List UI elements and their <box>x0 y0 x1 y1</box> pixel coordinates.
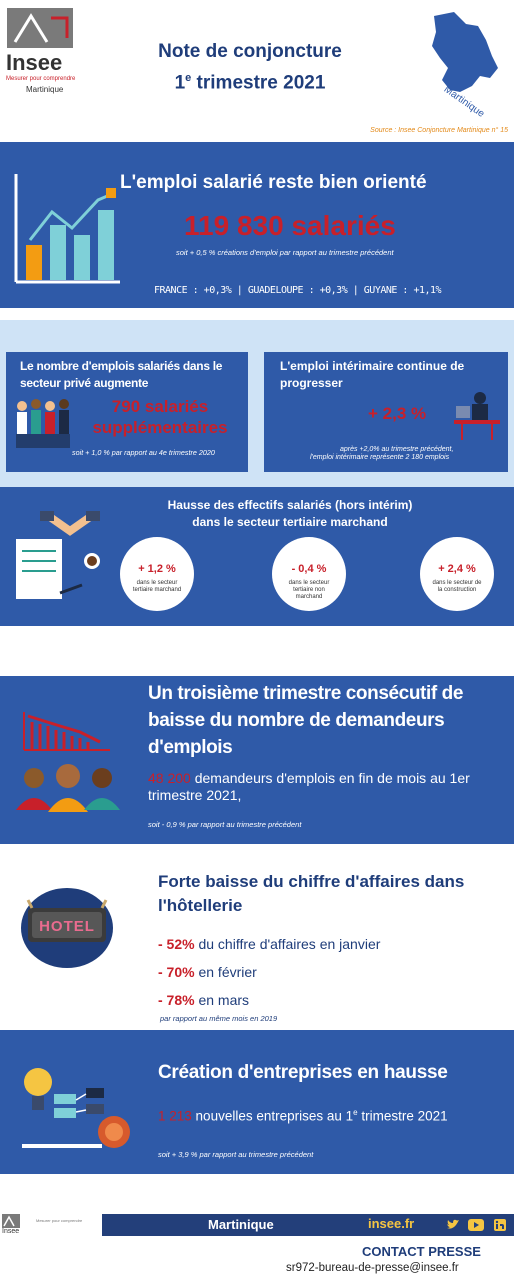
footer-logo-tagline: Mesurer pour comprendre <box>36 1218 83 1223</box>
growth-bar-chart-icon <box>14 174 120 284</box>
hotel-row-3-text: en mars <box>194 992 250 1008</box>
jobseekers-section: Un troisième trimestre consécutif de bai… <box>0 676 514 844</box>
contact-email[interactable]: sr972-bureau-de-presse@insee.fr <box>286 1262 459 1274</box>
private-sector-headline: 790 salariés supplémentaires <box>92 397 228 437</box>
source-note: Source : Insee Conjoncture Martinique n°… <box>370 127 508 134</box>
footer-logo: Insee <box>2 1214 42 1244</box>
title-line2-num: 1 <box>174 72 186 94</box>
growth-bar-4 <box>98 210 114 280</box>
tertiary-stat-1-label: dans le secteur tertiaire marchand <box>132 580 182 593</box>
jobseekers-headline-rest: demandeurs d'emplois en fin de mois au 1… <box>148 770 470 803</box>
tertiary-title-2: dans le secteur tertiaire marchand <box>192 515 388 529</box>
temp-work-title: L'emploi intérimaire continue de progres… <box>280 359 465 390</box>
footer: Insee Mesurer pour comprendre Martinique… <box>0 1206 514 1286</box>
hotel-note: par rapport au même mois en 2019 <box>160 1014 278 1023</box>
title-line2-sup: e <box>185 72 192 84</box>
temp-work-headline: + 2,3 % <box>368 404 427 423</box>
business-headline: 1 213 nouvelles entreprises au 1e trimes… <box>158 1104 498 1125</box>
employment-title: L'emploi salarié reste bien orienté <box>120 172 427 193</box>
employment-comparison: FRANCE : +0,3% | GUADELOUPE : +0,3% | GU… <box>154 285 442 296</box>
youtube-icon <box>468 1219 484 1231</box>
tertiary-stat-2-label: dans le secteur tertiaire non marchand <box>288 580 330 600</box>
hotel-row-3: - 78% en mars <box>158 992 249 1008</box>
footer-logo-icon <box>2 1214 20 1228</box>
tertiary-title: Hausse des effectifs salariés (hors inté… <box>130 497 450 531</box>
martinique-map-icon <box>432 12 498 92</box>
employment-subline: soit + 0,5 % créations d'emploi par rapp… <box>176 248 394 257</box>
tertiary-card: Hausse des effectifs salariés (hors inté… <box>0 487 514 626</box>
tertiary-stat-2: - 0,4 % dans le secteur tertiaire non ma… <box>272 537 346 611</box>
logo-tagline: Mesurer pour comprendre <box>6 76 76 82</box>
temp-work-note-1: après +2,0% au trimestre précédent, <box>340 446 454 453</box>
business-headline-tail: trimestre 2021 <box>357 1108 448 1124</box>
martinique-map: Martinique <box>420 6 508 120</box>
business-headline-rest: nouvelles entreprises au 1 <box>191 1108 354 1124</box>
workers-group-icon <box>16 399 70 448</box>
business-headline-sup: e <box>353 1108 358 1117</box>
handshake-contract-icon <box>16 511 100 599</box>
business-title: Création d'entreprises en hausse <box>158 1062 448 1083</box>
title-line1: Note de conjoncture <box>158 41 342 62</box>
jobseekers-headline-num: 48 200 <box>148 770 191 786</box>
footer-site[interactable]: insee.fr <box>368 1216 415 1231</box>
social-twitter[interactable] <box>446 1218 460 1230</box>
logo-brand: Insee <box>6 50 63 75</box>
social-youtube[interactable] <box>468 1218 484 1231</box>
title-line2-rest: trimestre 2021 <box>191 72 326 94</box>
footer-bar <box>102 1214 514 1236</box>
jobseekers-title: Un troisième trimestre consécutif de bai… <box>148 683 464 758</box>
linkedin-icon <box>494 1219 506 1231</box>
tertiary-stat-3-label: dans le secteur de la construction <box>432 580 482 593</box>
twitter-icon <box>447 1219 459 1229</box>
hotel-row-1: - 52% du chiffre d'affaires en janvier <box>158 936 380 952</box>
private-sector-title: Le nombre d'emplois salariés dans le sec… <box>20 359 223 390</box>
hotel-sign-text: HOTEL <box>39 918 95 935</box>
title-line2: 1e trimestre 2021 <box>120 65 380 96</box>
jobseekers-headline: 48 200 demandeurs d'emplois en fin de mo… <box>148 770 512 804</box>
private-sector-card: Le nombre d'emplois salariés dans le sec… <box>6 352 248 472</box>
temp-work-card: L'emploi intérimaire continue de progres… <box>264 352 508 472</box>
lightbulb-flowchart-icon <box>22 1068 130 1148</box>
growth-bar-1 <box>26 245 42 280</box>
hotel-title: Forte baisse du chiffre d'affaires dans … <box>158 872 465 915</box>
tertiary-stat-3: + 2,4 % dans le secteur de la constructi… <box>420 537 494 611</box>
tertiary-stat-2-value: - 0,4 % <box>291 563 327 575</box>
temp-work-note-2: l'emploi intérimaire représente 2 180 em… <box>310 454 450 461</box>
footer-logo-brand: Insee <box>2 1228 20 1235</box>
insee-logo-icon <box>7 8 73 48</box>
contact-title: CONTACT PRESSE <box>362 1244 481 1259</box>
page-title: Note de conjoncture 1e trimestre 2021 <box>120 38 380 96</box>
hotel-row-1-text: du chiffre d'affaires en janvier <box>194 936 381 952</box>
hotel-sign-icon <box>21 888 113 968</box>
footer-region: Martinique <box>208 1217 274 1232</box>
business-note: soit + 3,9 % par rapport au trimestre pr… <box>158 1150 314 1159</box>
office-worker-icon <box>454 392 500 440</box>
employment-section: L'emploi salarié reste bien orienté 119 … <box>0 142 514 308</box>
tertiary-stat-1: + 1,2 % dans le secteur tertiaire marcha… <box>120 537 194 611</box>
declining-chart-people-icon <box>16 712 120 812</box>
private-sector-note: soit + 1,0 % par rapport au 4e trimestre… <box>72 448 215 457</box>
business-section: Création d'entreprises en hausse 1 213 n… <box>0 1030 514 1174</box>
insee-logo: Insee Mesurer pour comprendre Martinique <box>4 8 76 96</box>
hotel-row-2: - 70% en février <box>158 964 257 980</box>
hotel-row-3-value: - 78% <box>158 992 195 1008</box>
tertiary-title-1: Hausse des effectifs salariés (hors inté… <box>167 498 413 512</box>
growth-bar-3 <box>74 235 90 280</box>
hotel-section: HOTEL Forte baisse du chiffre d'affaires… <box>0 852 514 1030</box>
hotel-row-1-value: - 52% <box>158 936 195 952</box>
hotel-row-2-value: - 70% <box>158 964 195 980</box>
employment-headline: 119 830 salariés <box>184 210 396 241</box>
header: Insee Mesurer pour comprendre Martinique… <box>0 0 514 134</box>
business-headline-num: 1 213 <box>158 1108 192 1124</box>
growth-bar-2 <box>50 225 66 280</box>
tertiary-stat-1-value: + 1,2 % <box>138 563 176 575</box>
jobseekers-note: soit - 0,9 % par rapport au trimestre pr… <box>148 820 302 829</box>
hotel-row-2-text: en février <box>194 964 257 980</box>
logo-region: Martinique <box>26 85 64 94</box>
social-linkedin[interactable] <box>494 1218 506 1231</box>
tertiary-stat-3-value: + 2,4 % <box>438 563 476 575</box>
